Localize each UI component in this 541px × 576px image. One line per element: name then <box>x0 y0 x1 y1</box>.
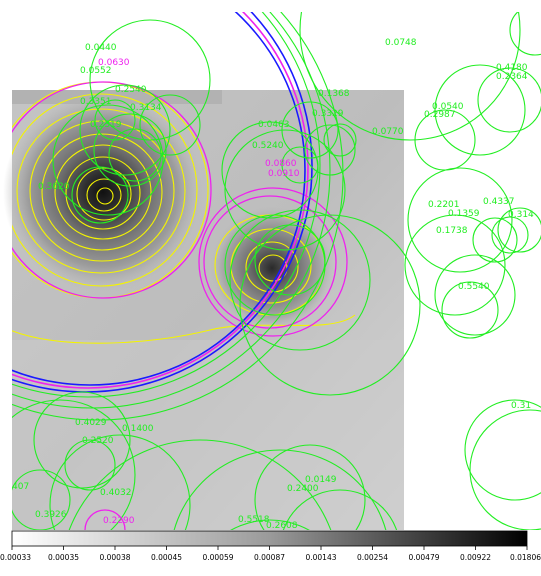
region-label: 0.4029 <box>75 418 107 428</box>
region-label: 0.0748 <box>385 38 417 48</box>
bright-source-2 <box>210 206 334 330</box>
region-label: 0.31 <box>511 401 531 411</box>
colorbar-tick-label: 0.00045 <box>151 553 182 562</box>
region-label: 0.1400 <box>122 424 154 434</box>
region-label: 0.0552 <box>80 66 112 76</box>
colorbar-tick-label: 0.00059 <box>202 553 233 562</box>
region-label: 0.0770 <box>372 127 404 137</box>
colorbar-tick-label: 0.00033 <box>0 553 31 562</box>
region-label: 0.2987 <box>424 110 456 120</box>
region-label: 0.0440 <box>85 43 117 53</box>
region-label: 0.4032 <box>100 488 132 498</box>
region-label: 0.2364 <box>496 72 528 82</box>
region-label: 0.1368 <box>318 89 350 99</box>
region-label: 0.4337 <box>483 197 515 207</box>
region-label: 0.3351 <box>80 97 112 107</box>
region-label: 0.3329 <box>312 109 344 119</box>
colorbar-tick-label: 0.00922 <box>460 553 491 562</box>
region-label: 0.3926 <box>35 510 67 520</box>
region-label: 0.0860 <box>265 159 297 169</box>
colorbar-tick-label: 0.00254 <box>357 553 388 562</box>
region-label: 0.2319 <box>90 120 122 130</box>
region-label: 0.314 <box>508 210 534 220</box>
region-label: 0.4180 <box>496 63 528 73</box>
region-label: 407 <box>12 482 29 492</box>
colorbar-tick-label: 0.00479 <box>408 553 439 562</box>
image-lower-band <box>12 340 404 530</box>
region-label: 0.1359 <box>448 209 480 219</box>
yellow-contours-1 <box>12 81 356 344</box>
region-label: 0.0463 <box>258 120 290 130</box>
region-label: 0.2201 <box>428 200 460 210</box>
colorbar-ticks: 0.00033 0.00035 0.00038 0.00045 0.00059 0.000… <box>0 546 541 562</box>
region-label: 0.3620 <box>38 182 70 192</box>
region-label: 0.0149 <box>305 475 337 485</box>
region-label: 0.0910 <box>268 169 300 179</box>
region-label: 0.5240 <box>252 141 284 151</box>
region-label: 0.2540 <box>115 85 147 95</box>
colorbar-gradient <box>11 530 528 547</box>
colorbar-tick-label: 0.01806 <box>510 553 541 562</box>
colorbar-tick-label: 0.00035 <box>48 553 79 562</box>
region-labels: 0.0440 0.0630 0.0552 0.0748 0.4180 0.236… <box>12 38 534 531</box>
region-label: 0.1738 <box>436 226 468 236</box>
colorbar: 0.00033 0.00035 0.00038 0.00045 0.00059 0.000… <box>0 530 541 562</box>
region-label: 0.2520 <box>82 436 114 446</box>
colorbar-tick-label: 0.00143 <box>305 553 336 562</box>
region-label: 0.2400 <box>287 484 319 494</box>
region-label: 0.3134 <box>130 103 162 113</box>
region-label: 0.0540 <box>432 102 464 112</box>
region-label: 0.5518 <box>238 515 270 525</box>
colorbar-tick-label: 0.00038 <box>99 553 130 562</box>
colorbar-tick-label: 0.00087 <box>254 553 285 562</box>
region-label: 0.5540 <box>458 282 490 292</box>
region-label: 0.2290 <box>103 516 135 526</box>
region-label: 0.0630 <box>98 58 130 68</box>
region-label: 0.2608 <box>266 521 298 531</box>
